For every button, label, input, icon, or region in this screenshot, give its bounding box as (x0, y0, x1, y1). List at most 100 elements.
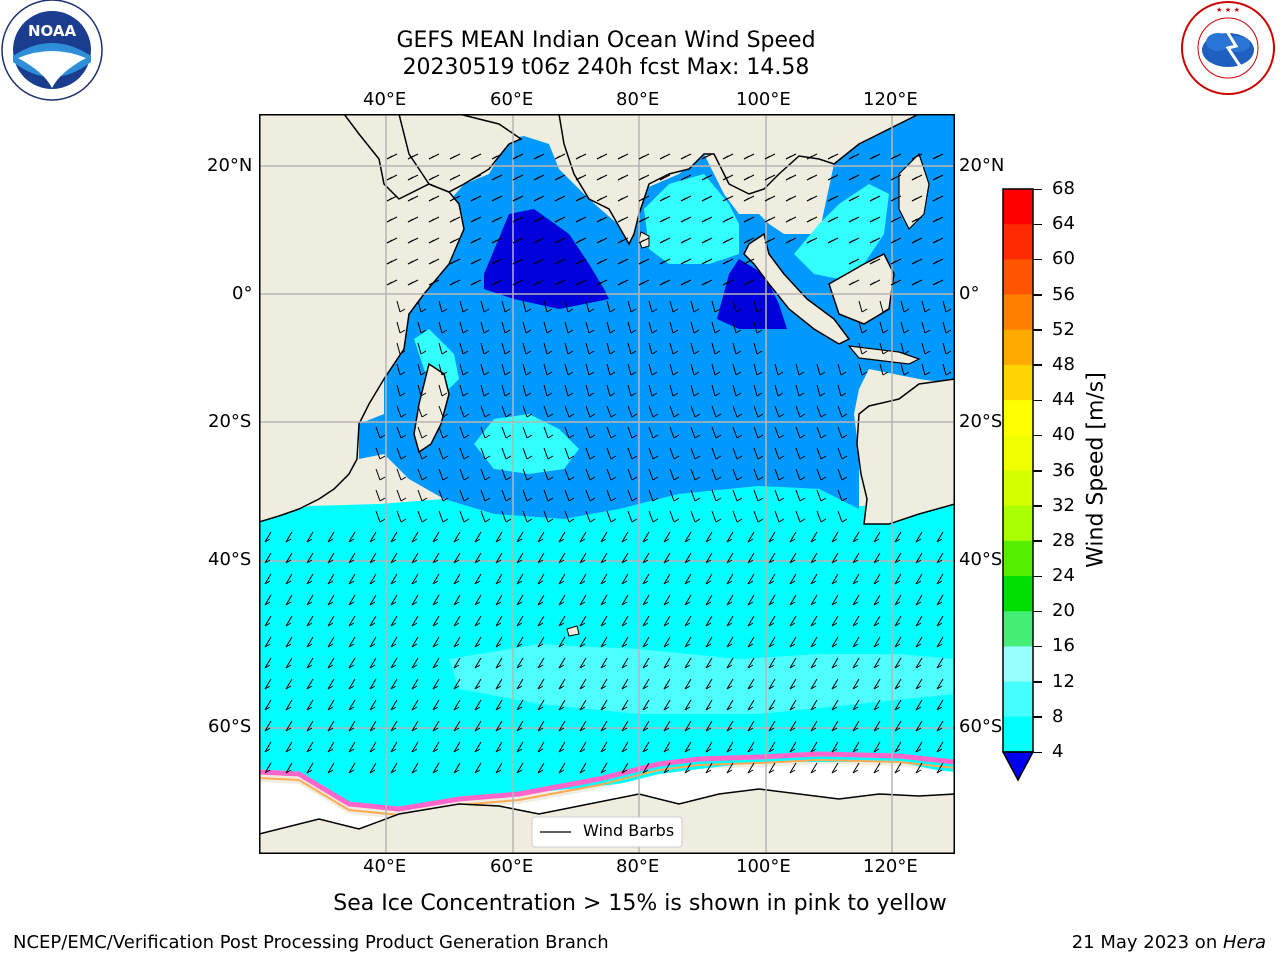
wind-barb (894, 720, 902, 732)
wind-barb (732, 489, 738, 502)
wind-barb-flag (663, 622, 670, 627)
wind-barb-flag (768, 685, 775, 690)
wind-barb-flag (852, 643, 859, 648)
wind-barb (753, 300, 758, 313)
wind-barb-flag (516, 685, 523, 690)
wind-barb-flag (546, 308, 553, 313)
wind-barb-flag (399, 329, 406, 334)
wind-barb-flag (831, 706, 838, 711)
wind-barb (648, 447, 654, 460)
wind-barb-flag (407, 218, 414, 223)
wind-barbs-layer (264, 153, 952, 774)
wind-barb-flag (810, 538, 817, 543)
wind-barb-flag (684, 727, 691, 732)
wind-barb-flag (701, 197, 708, 202)
wind-barb (438, 342, 443, 355)
land-kerguelen (566, 625, 580, 637)
wind-barb-flag (264, 727, 271, 732)
wind-barb-flag (680, 281, 687, 286)
wind-barb (417, 405, 423, 418)
wind-barb-flag (861, 371, 868, 376)
wind-barb-flag (831, 748, 838, 753)
wind-barb-flag (747, 538, 754, 543)
wind-barb (411, 678, 419, 690)
wind-barb-flag (820, 497, 827, 502)
wind-barb-flag (526, 476, 533, 481)
wind-barb (480, 384, 485, 397)
wind-speed-map: Wind Barbs (259, 114, 955, 854)
wind-barb (285, 699, 293, 711)
wind-barb-flag (757, 455, 764, 460)
wind-barb (711, 510, 717, 523)
colorbar-tick-label: 32 (1052, 494, 1075, 516)
wind-barb (396, 321, 401, 334)
wind-barb-flag (568, 497, 575, 502)
wind-barb-flag (651, 392, 658, 397)
wind-barb (690, 384, 695, 397)
wind-barb (648, 426, 654, 439)
wind-barb (480, 321, 485, 334)
wind-barb (711, 447, 717, 460)
wind-barb (327, 615, 335, 627)
wind-barb-flag (516, 727, 523, 732)
wind-barb (726, 552, 734, 564)
wind-barb (474, 741, 482, 753)
wind-barb (669, 510, 675, 523)
wind-barb (621, 699, 629, 711)
wind-barb-flag (600, 769, 607, 774)
wind-barb (327, 531, 335, 543)
wind-barb-flag (672, 350, 679, 355)
wind-barb (831, 762, 839, 774)
wind-barb (831, 594, 839, 606)
wind-barb-flag (421, 434, 428, 439)
colorbar-tick-label: 60 (1052, 248, 1075, 270)
wind-barb (480, 426, 486, 439)
wind-barb-flag (567, 308, 574, 313)
wind-barb (774, 447, 780, 460)
wind-barb (579, 552, 587, 564)
wind-barb (375, 468, 381, 481)
wind-barb (459, 447, 465, 460)
wind-barb (873, 615, 881, 627)
wind-barb-flag (820, 434, 827, 439)
wind-barb-flag (453, 748, 460, 753)
wind-barb (627, 510, 633, 523)
wind-barb (747, 720, 755, 732)
wind-barb (396, 489, 402, 502)
wind-barb-flag (474, 685, 481, 690)
wind-barb (369, 615, 377, 627)
wind-barb-flag (504, 371, 511, 376)
wind-barb-flag (420, 350, 427, 355)
wind-barb-flag (420, 371, 427, 376)
wind-barb-flag (504, 392, 511, 397)
wind-barb-flag (411, 538, 418, 543)
wind-barb-flag (936, 643, 943, 648)
wind-barb-flag (630, 392, 637, 397)
wind-barb (501, 321, 506, 334)
wind-barb-flag (873, 664, 880, 669)
wind-barb (894, 531, 902, 543)
wind-barb (390, 762, 398, 774)
wind-barb-flag (894, 727, 901, 732)
wind-barb (936, 657, 944, 669)
wind-barb-flag (264, 748, 271, 753)
wind-barb (831, 678, 839, 690)
wind-barb-flag (932, 176, 939, 181)
wind-barb-flag (474, 769, 481, 774)
colorbar-tick-label: 48 (1052, 353, 1075, 375)
wind-barb (690, 342, 695, 355)
wind-barb-flag (798, 392, 805, 397)
wind-barb-flag (390, 622, 397, 627)
colorbar-extend-arrow (1001, 751, 1035, 782)
wind-barb-flag (630, 350, 637, 355)
wind-barb (474, 531, 482, 543)
wind-barb-flag (841, 434, 848, 439)
wind-barb-flag (411, 706, 418, 711)
wind-barb (606, 489, 612, 502)
wind-barb-flag (911, 155, 918, 160)
wind-barb (705, 531, 713, 543)
wind-barb-flag (567, 350, 574, 355)
wind-barb-flag (684, 580, 691, 585)
wind-barb-flag (579, 559, 586, 564)
wind-barb (558, 678, 566, 690)
